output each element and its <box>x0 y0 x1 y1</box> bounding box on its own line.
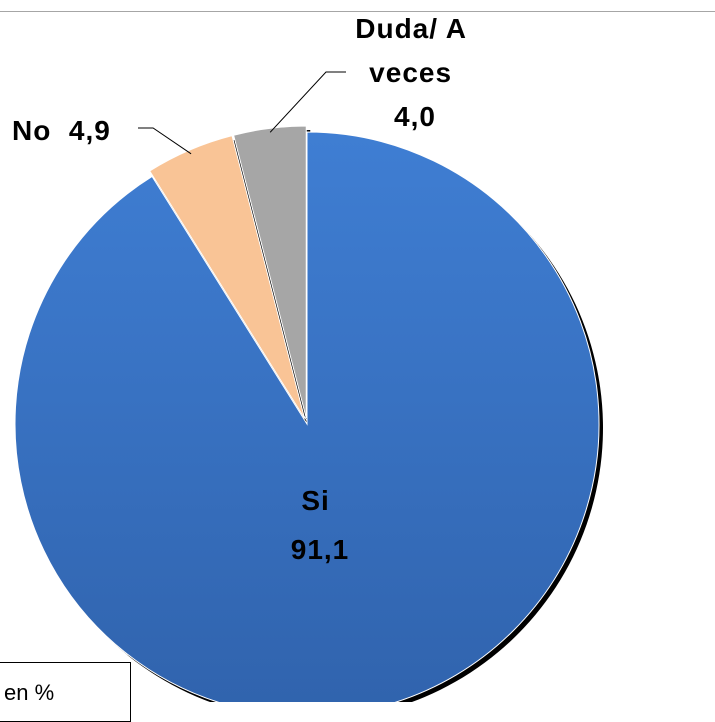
chart-border-line <box>0 11 715 12</box>
slice-label-duda-line2: veces <box>369 57 452 88</box>
slice-label-duda-value: 4,0 <box>394 101 436 132</box>
leader-line-group <box>138 71 346 155</box>
slice-label-si-value: 91,1 <box>291 534 350 565</box>
pie-slice-duda <box>233 125 307 419</box>
slice-label-si-name: Si <box>301 485 329 516</box>
leader-line-no <box>138 127 192 155</box>
pie-slice-si <box>14 131 600 717</box>
unit-note: en % <box>0 662 131 722</box>
slice-label-si: Si 91,1 <box>291 485 350 565</box>
slice-label-no: No 4,9 <box>0 0 155 146</box>
pie-slice-group <box>14 125 600 717</box>
pie-chart-canvas: Si 91,1 No 4,9 Duda/ A veces 4,0 <box>0 0 603 720</box>
pie-slice-no <box>149 135 306 419</box>
leader-line-duda <box>269 71 346 133</box>
slice-label-duda-line1: Duda/ A <box>355 13 466 44</box>
slice-label-duda: Duda/ A veces 4,0 <box>355 13 474 132</box>
slice-label-no-text: No 4,9 <box>12 115 111 146</box>
